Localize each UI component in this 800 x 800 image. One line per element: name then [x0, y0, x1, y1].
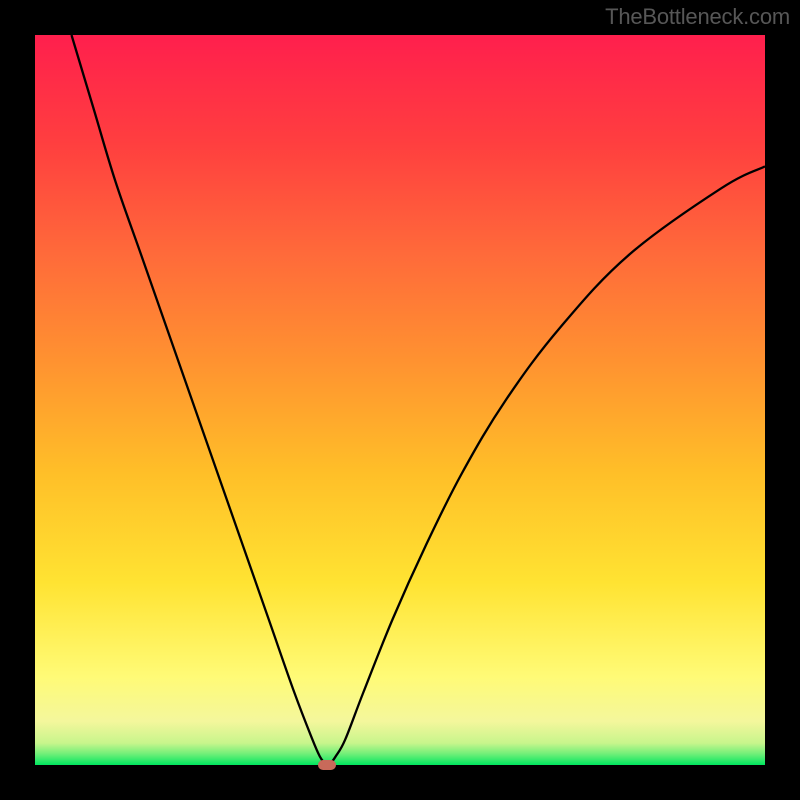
- optimum-marker: [318, 760, 337, 770]
- plot-area: [35, 35, 765, 765]
- left-branch-path: [72, 35, 325, 764]
- right-branch-path: [331, 166, 765, 763]
- bottleneck-curve: [35, 35, 765, 765]
- watermark-text: TheBottleneck.com: [605, 4, 790, 30]
- bottleneck-chart-container: TheBottleneck.com: [0, 0, 800, 800]
